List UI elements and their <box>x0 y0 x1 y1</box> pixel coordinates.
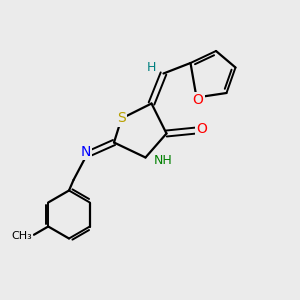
Text: O: O <box>193 93 203 107</box>
Text: O: O <box>196 122 207 136</box>
Text: S: S <box>117 112 126 125</box>
Text: N: N <box>80 145 91 159</box>
Text: H: H <box>147 61 156 74</box>
Text: CH₃: CH₃ <box>12 231 32 241</box>
Text: NH: NH <box>154 154 173 167</box>
